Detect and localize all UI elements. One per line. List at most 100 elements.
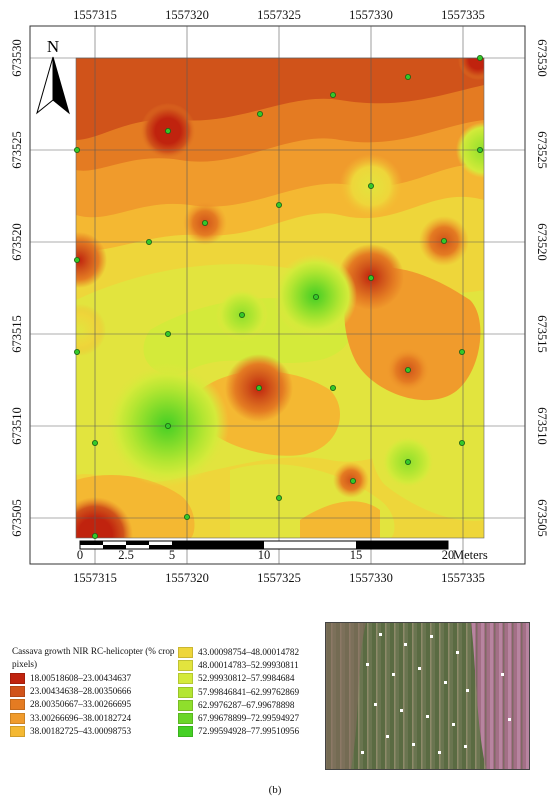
sample-point-marker bbox=[476, 146, 483, 153]
sample-point-marker bbox=[183, 514, 190, 521]
sample-point-marker bbox=[329, 384, 336, 391]
legend-label: 23.00434638–28.00350666 bbox=[30, 686, 132, 697]
y-tick-label: 673505 bbox=[10, 499, 24, 537]
x-tick-label: 1557335 bbox=[441, 8, 485, 22]
legend-item: 48.00014783–52.99930811 bbox=[178, 659, 299, 672]
x-tick-label: 1557325 bbox=[257, 8, 301, 22]
x-tick-label: 1557315 bbox=[73, 571, 117, 585]
legend-item: 67.99678899–72.99594927 bbox=[178, 712, 299, 725]
legend-item: 43.00098754–48.00014782 bbox=[178, 646, 299, 659]
sample-point-marker bbox=[92, 533, 99, 540]
legend-label: 18.00518608–23.00434637 bbox=[30, 673, 132, 683]
legend-label: 52.99930812–57.9984684 bbox=[198, 673, 295, 684]
sample-point-marker bbox=[201, 219, 208, 226]
sample-point-marker bbox=[367, 274, 374, 281]
sample-point-marker bbox=[256, 111, 263, 118]
x-tick-label: 1557330 bbox=[349, 8, 393, 22]
x-tick-label: 1557325 bbox=[257, 571, 301, 585]
y-tick-label: 673515 bbox=[10, 315, 24, 353]
legend-item: 72.99594928–77.99510956 bbox=[178, 725, 299, 738]
scale-label: 20 bbox=[442, 548, 455, 562]
legend-label: 38.00182725–43.00098753 bbox=[30, 725, 132, 736]
legend-swatch bbox=[10, 725, 25, 737]
sample-point-marker bbox=[145, 238, 152, 245]
legend-item: 23.00434638–28.00350666 bbox=[10, 685, 131, 698]
x-tick-label: 1557330 bbox=[349, 571, 393, 585]
y-tick-label: 673515 bbox=[535, 315, 549, 353]
x-tick-label: 1557320 bbox=[165, 571, 209, 585]
sample-point-marker bbox=[404, 366, 411, 373]
legend-column: 43.00098754–48.00014782 48.00014783–52.99… bbox=[178, 646, 299, 738]
legend-swatch bbox=[178, 713, 193, 725]
aerial-photo bbox=[325, 622, 530, 770]
y-tick-label: 673530 bbox=[10, 39, 24, 77]
legend-label: 33.00266696–38.00182724 bbox=[30, 712, 132, 723]
y-tick-label: 673510 bbox=[535, 407, 549, 445]
legend-item: 57.99846841–62.99762869 bbox=[178, 686, 299, 699]
legend-label: 48.00014783–52.99930811 bbox=[198, 660, 299, 671]
sample-point-marker bbox=[440, 237, 447, 244]
sample-point-marker bbox=[329, 92, 336, 99]
sample-points bbox=[74, 55, 483, 540]
legend-swatch bbox=[178, 673, 193, 685]
sample-point-marker bbox=[74, 146, 81, 153]
sample-point-marker bbox=[74, 256, 81, 263]
y-tick-label: 673520 bbox=[10, 223, 24, 261]
scale-label: 5 bbox=[169, 548, 175, 562]
legend-label: 57.99846841–62.99762869 bbox=[198, 686, 300, 697]
sample-point-marker bbox=[275, 201, 282, 208]
y-tick-label: 673525 bbox=[10, 131, 24, 169]
sample-point-marker bbox=[404, 458, 411, 465]
legend-item: 52.99930812–57.9984684 bbox=[178, 672, 299, 685]
aerial-photo-image bbox=[326, 623, 529, 769]
sample-point-marker bbox=[164, 127, 171, 134]
sample-point-marker bbox=[312, 293, 319, 300]
north-arrow-icon: N bbox=[36, 37, 70, 115]
north-label: N bbox=[47, 37, 59, 56]
legend-swatch bbox=[178, 699, 193, 711]
kriging-map: 1557315 1557320 1557325 1557330 1557335 … bbox=[10, 8, 549, 585]
y-tick-label: 673530 bbox=[535, 39, 549, 77]
interpolated-surface bbox=[76, 58, 484, 538]
legend-item: 28.00350667–33.00266695 bbox=[10, 698, 131, 711]
y-tick-label: 673510 bbox=[10, 407, 24, 445]
sample-point-marker bbox=[238, 311, 245, 318]
legend-swatch bbox=[178, 726, 193, 738]
y-tick-label: 673525 bbox=[535, 131, 549, 169]
sample-point-marker bbox=[255, 384, 262, 391]
x-tick-label: 1557335 bbox=[441, 571, 485, 585]
scale-label: 2.5 bbox=[118, 548, 134, 562]
legend-swatch bbox=[178, 686, 193, 698]
sample-point-marker bbox=[275, 494, 282, 501]
legend-label: 62.9976287–67.99678898 bbox=[198, 699, 295, 710]
legend-swatch bbox=[10, 686, 25, 698]
figure-caption: (b) bbox=[268, 784, 282, 796]
legend-label: 43.00098754–48.00014782 bbox=[198, 647, 300, 657]
legend-column: 18.00518608–23.00434637 23.00434638–28.00… bbox=[10, 672, 131, 738]
legend-label: 72.99594928–77.99510956 bbox=[198, 726, 300, 737]
sample-point-marker bbox=[367, 182, 374, 189]
sample-point-marker bbox=[458, 348, 465, 355]
y-ticks-right: 673530 673525 673520 673515 673510 67350… bbox=[535, 39, 549, 537]
legend-swatch bbox=[178, 647, 193, 659]
sample-point-marker bbox=[164, 330, 171, 337]
legend-swatch bbox=[10, 673, 25, 685]
sample-point-marker bbox=[476, 55, 483, 62]
legend-item: 62.9976287–67.99678898 bbox=[178, 699, 299, 712]
x-ticks-bottom: 1557315 1557320 1557325 1557330 1557335 bbox=[73, 571, 485, 585]
sample-point-marker bbox=[349, 477, 356, 484]
legend-swatch bbox=[10, 699, 25, 711]
legend: Cassava growth NIR RC-helicopter (% crop… bbox=[6, 645, 311, 765]
scale-bar: 0 2.5 5 10 15 20 Meters bbox=[77, 540, 488, 562]
legend-label: 28.00350667–33.00266695 bbox=[30, 699, 132, 710]
legend-item: 33.00266696–38.00182724 bbox=[10, 712, 131, 725]
sample-point-marker bbox=[74, 348, 81, 355]
scale-label: 0 bbox=[77, 548, 83, 562]
sample-point-marker bbox=[164, 422, 171, 429]
legend-label: 67.99678899–72.99594927 bbox=[198, 712, 300, 723]
sample-point-marker bbox=[92, 439, 99, 446]
legend-item: 18.00518608–23.00434637 bbox=[10, 672, 131, 685]
x-ticks-top: 1557315 1557320 1557325 1557330 1557335 bbox=[73, 8, 485, 22]
legend-title: Cassava growth NIR RC-helicopter (% crop… bbox=[12, 646, 175, 669]
scale-label: 15 bbox=[350, 548, 363, 562]
